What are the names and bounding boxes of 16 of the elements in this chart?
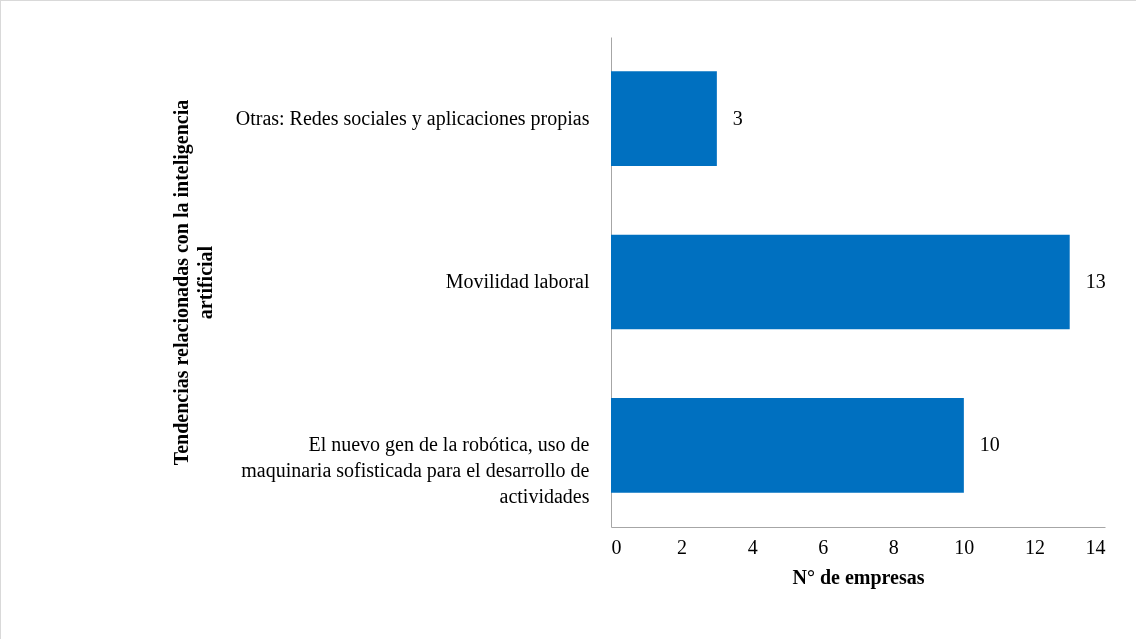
data-label: 13 — [1085, 270, 1106, 292]
x-tick-label: 12 — [1024, 535, 1045, 558]
x-tick-label: 14 — [1085, 535, 1106, 558]
x-tick-label: 0 — [611, 535, 622, 558]
y-tick-label: Otras: Redes sociales y aplicaciones propias — [235, 106, 590, 130]
data-label: 10 — [979, 433, 1000, 456]
x-tick-label: 10 — [954, 535, 975, 558]
x-tick-label: 4 — [747, 535, 758, 558]
x-tick-label: 8 — [888, 535, 899, 558]
y-axis-title: Tendencias relacionadas con la inteligencia artificial — [169, 99, 216, 466]
x-tick-label: 6 — [818, 535, 829, 558]
x-tick-label: 2 — [677, 535, 688, 558]
x-axis-title: N° de empresas — [792, 565, 925, 589]
y-tick-label: El nuevo gen de la robótica, uso de maquinaria sofisticada para el desarrollo de actividades — [241, 433, 590, 508]
data-label: 3 — [732, 106, 743, 129]
y-tick-label: Movilidad laboral — [445, 270, 590, 292]
